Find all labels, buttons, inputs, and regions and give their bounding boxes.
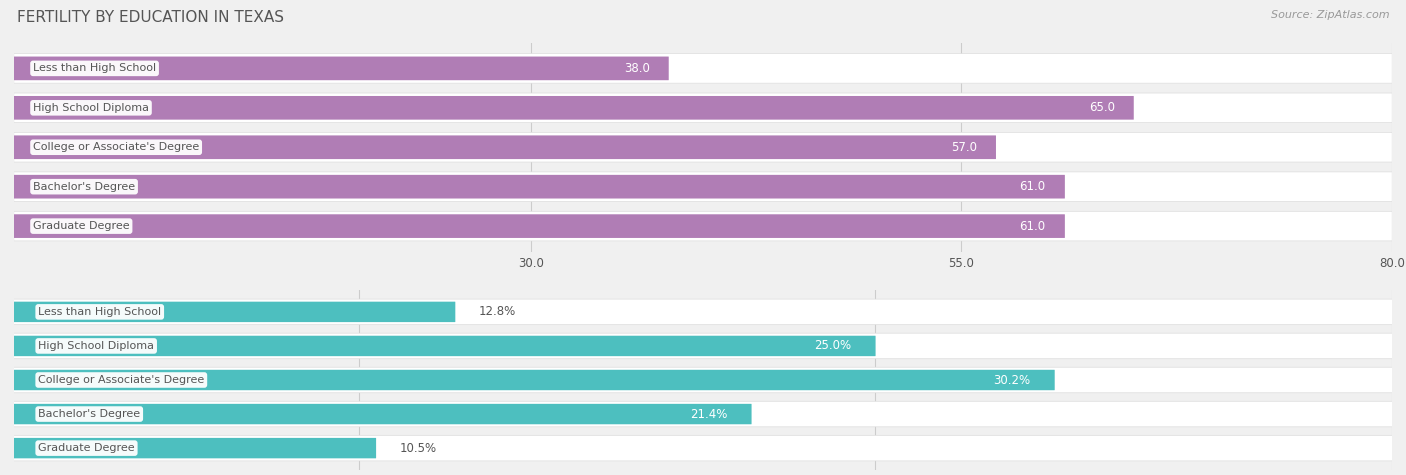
Text: Less than High School: Less than High School — [32, 63, 156, 73]
Text: Bachelor's Degree: Bachelor's Degree — [32, 181, 135, 192]
Text: 61.0: 61.0 — [1019, 219, 1046, 233]
FancyBboxPatch shape — [14, 135, 995, 159]
Text: Bachelor's Degree: Bachelor's Degree — [38, 409, 141, 419]
FancyBboxPatch shape — [14, 436, 1392, 461]
Text: 57.0: 57.0 — [950, 141, 977, 154]
FancyBboxPatch shape — [14, 401, 1392, 427]
Text: Less than High School: Less than High School — [38, 307, 162, 317]
FancyBboxPatch shape — [14, 404, 752, 424]
Text: 12.8%: 12.8% — [479, 305, 516, 318]
Text: FERTILITY BY EDUCATION IN TEXAS: FERTILITY BY EDUCATION IN TEXAS — [17, 10, 284, 25]
Text: 38.0: 38.0 — [624, 62, 650, 75]
FancyBboxPatch shape — [14, 172, 1392, 201]
FancyBboxPatch shape — [14, 211, 1392, 241]
FancyBboxPatch shape — [14, 367, 1392, 393]
Text: Graduate Degree: Graduate Degree — [38, 443, 135, 453]
FancyBboxPatch shape — [14, 302, 456, 322]
FancyBboxPatch shape — [14, 299, 1392, 324]
FancyBboxPatch shape — [14, 93, 1392, 123]
Text: 10.5%: 10.5% — [399, 442, 437, 455]
FancyBboxPatch shape — [14, 133, 1392, 162]
FancyBboxPatch shape — [14, 57, 669, 80]
Text: College or Associate's Degree: College or Associate's Degree — [38, 375, 204, 385]
FancyBboxPatch shape — [14, 333, 1392, 359]
Text: 21.4%: 21.4% — [690, 408, 727, 420]
FancyBboxPatch shape — [14, 54, 1392, 83]
FancyBboxPatch shape — [14, 175, 1064, 199]
Text: College or Associate's Degree: College or Associate's Degree — [32, 142, 200, 152]
Text: Graduate Degree: Graduate Degree — [32, 221, 129, 231]
Text: 25.0%: 25.0% — [814, 340, 851, 352]
Text: 61.0: 61.0 — [1019, 180, 1046, 193]
Text: High School Diploma: High School Diploma — [32, 103, 149, 113]
FancyBboxPatch shape — [14, 438, 375, 458]
FancyBboxPatch shape — [14, 214, 1064, 238]
FancyBboxPatch shape — [14, 96, 1133, 120]
Text: High School Diploma: High School Diploma — [38, 341, 155, 351]
FancyBboxPatch shape — [14, 370, 1054, 390]
Text: Source: ZipAtlas.com: Source: ZipAtlas.com — [1271, 10, 1389, 19]
FancyBboxPatch shape — [14, 336, 876, 356]
Text: 65.0: 65.0 — [1088, 101, 1115, 114]
Text: 30.2%: 30.2% — [993, 373, 1031, 387]
